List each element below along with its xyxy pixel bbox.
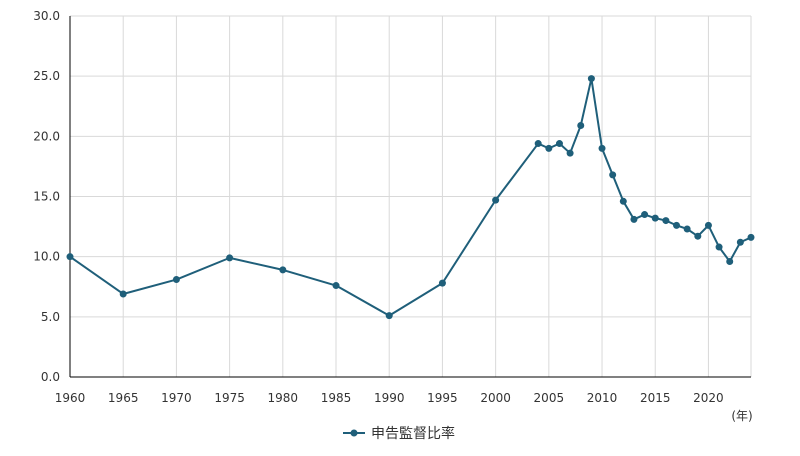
x-tick-label: 1960 (55, 391, 86, 405)
legend-label: 申告監督比率 (371, 425, 455, 442)
grid-layer (69, 15, 752, 378)
data-point (172, 276, 180, 284)
data-point (619, 197, 627, 205)
y-tick-label: 30.0 (33, 9, 60, 23)
data-point (683, 225, 691, 233)
legend-marker (350, 429, 358, 437)
x-tick-label: 1975 (214, 391, 245, 405)
x-tick-label: 2015 (640, 391, 671, 405)
axis-layer (69, 16, 751, 378)
y-tick-label: 5.0 (41, 310, 60, 324)
data-point (662, 217, 670, 225)
data-point (651, 214, 659, 222)
data-point (332, 282, 340, 290)
label-layer: 0.0 5.0 10.0 15.0 20.0 25.0 30.0 1960 1965 1970 19… (33, 9, 752, 423)
data-point (279, 266, 287, 274)
x-tick-label: 2020 (693, 391, 724, 405)
x-tick-label: 1995 (427, 391, 458, 405)
x-tick-label: 1965 (108, 391, 139, 405)
y-tick-label: 25.0 (33, 69, 60, 83)
data-point (492, 196, 500, 204)
x-tick-label: 2000 (480, 391, 511, 405)
series-line (69, 77, 752, 317)
y-tick-label: 20.0 (33, 129, 60, 143)
legend: 申告監督比率 (343, 425, 455, 442)
data-point (641, 211, 649, 219)
x-tick-label: 1980 (268, 391, 299, 405)
data-point (747, 233, 755, 241)
data-point (577, 122, 585, 129)
y-tick-label: 0.0 (41, 370, 60, 384)
data-point (704, 221, 712, 229)
x-tick-label: 2005 (534, 391, 565, 405)
x-tick-label: 2010 (587, 391, 618, 405)
data-point (534, 140, 542, 148)
data-point (736, 238, 744, 246)
x-tick-label: 1990 (374, 391, 405, 405)
data-point (598, 144, 606, 152)
data-point (438, 279, 446, 287)
data-point (609, 171, 617, 179)
data-point (630, 215, 638, 223)
data-point (545, 144, 553, 152)
data-point (385, 312, 393, 320)
y-tick-label: 10.0 (33, 250, 60, 264)
x-tick-label: 1985 (321, 391, 352, 405)
data-point (555, 140, 563, 148)
data-point (715, 243, 723, 251)
x-unit-label: (年) (731, 409, 752, 423)
series-layer (66, 75, 755, 320)
data-point (226, 254, 234, 262)
data-point (587, 75, 595, 83)
data-point (119, 290, 127, 298)
data-point (694, 232, 702, 240)
data-point (726, 257, 734, 265)
x-tick-label: 1970 (161, 391, 192, 405)
y-tick-label: 15.0 (33, 190, 60, 204)
data-point (66, 253, 74, 261)
data-point (673, 221, 681, 229)
data-point (566, 149, 574, 157)
